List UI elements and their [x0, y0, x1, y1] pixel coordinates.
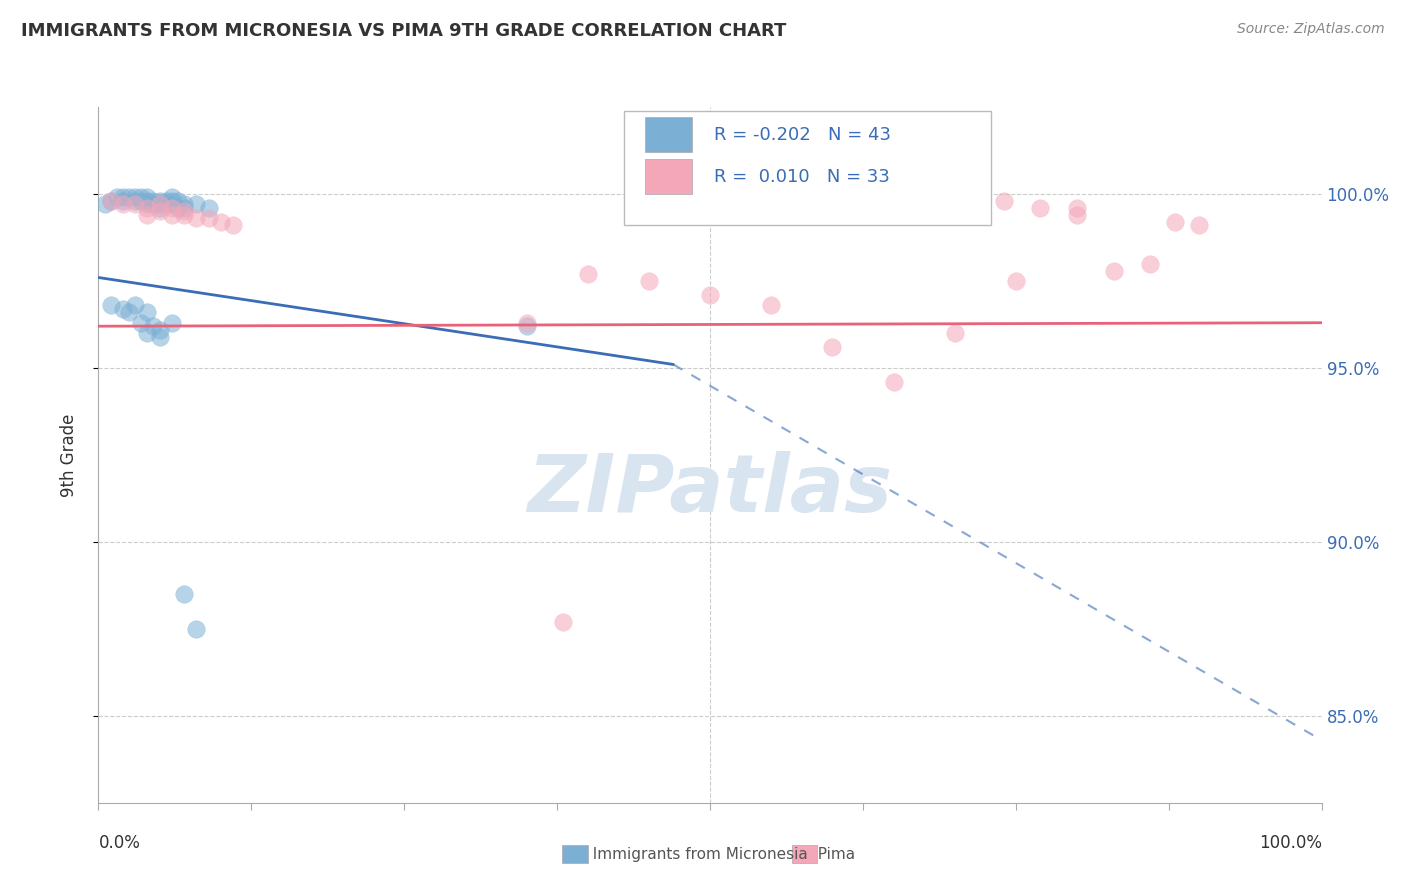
Point	[136, 305, 159, 319]
Point	[515, 319, 537, 334]
Point	[93, 197, 115, 211]
Point	[160, 208, 183, 222]
Point	[576, 267, 599, 281]
Point	[173, 204, 195, 219]
Point	[160, 197, 183, 211]
Point	[638, 274, 661, 288]
Bar	[792, 845, 817, 863]
Text: ZIPatlas: ZIPatlas	[527, 450, 893, 529]
Point	[142, 319, 165, 334]
Point	[883, 375, 905, 389]
Point	[222, 219, 245, 233]
Point	[111, 197, 134, 211]
Point	[1004, 274, 1026, 288]
Point	[118, 190, 141, 204]
Point	[124, 194, 146, 208]
Point	[100, 194, 122, 208]
Point	[100, 194, 122, 208]
Point	[1188, 219, 1211, 233]
Point	[142, 194, 165, 208]
Point	[1029, 201, 1052, 215]
Point	[943, 326, 966, 341]
Point	[155, 194, 177, 208]
Text: R = -0.202   N = 43: R = -0.202 N = 43	[714, 126, 890, 144]
Point	[111, 190, 134, 204]
Text: IMMIGRANTS FROM MICRONESIA VS PIMA 9TH GRADE CORRELATION CHART: IMMIGRANTS FROM MICRONESIA VS PIMA 9TH G…	[21, 22, 786, 40]
Point	[1066, 208, 1088, 222]
FancyBboxPatch shape	[645, 118, 692, 153]
Point	[136, 208, 159, 222]
Point	[1102, 263, 1125, 277]
Point	[149, 197, 172, 211]
FancyBboxPatch shape	[624, 111, 991, 226]
Point	[160, 194, 183, 208]
Text: 0.0%: 0.0%	[98, 834, 141, 852]
Point	[149, 197, 172, 211]
Point	[160, 316, 183, 330]
Point	[105, 190, 128, 204]
Point	[1164, 215, 1187, 229]
Point	[761, 298, 783, 312]
Point	[118, 305, 141, 319]
Point	[186, 197, 208, 211]
FancyBboxPatch shape	[645, 159, 692, 194]
Bar	[562, 845, 588, 863]
Point	[136, 326, 159, 341]
Point	[149, 194, 172, 208]
Point	[136, 197, 159, 211]
Point	[149, 329, 172, 343]
Point	[129, 316, 152, 330]
Point	[1066, 201, 1088, 215]
Point	[149, 201, 172, 215]
Point	[186, 211, 208, 226]
Point	[136, 190, 159, 204]
Point	[699, 288, 721, 302]
Point	[129, 190, 152, 204]
Point	[160, 190, 183, 204]
Point	[515, 316, 537, 330]
Point	[173, 197, 195, 211]
Point	[173, 208, 195, 222]
Point	[821, 340, 844, 354]
Text: Source: ZipAtlas.com: Source: ZipAtlas.com	[1237, 22, 1385, 37]
Point	[209, 215, 232, 229]
Point	[111, 194, 134, 208]
Point	[149, 323, 172, 337]
Point	[173, 587, 195, 601]
Text: Immigrants from Micronesia: Immigrants from Micronesia	[583, 847, 808, 862]
Point	[129, 194, 152, 208]
Text: 100.0%: 100.0%	[1258, 834, 1322, 852]
Point	[111, 301, 134, 316]
Point	[160, 201, 183, 215]
Point	[167, 194, 190, 208]
Point	[124, 190, 146, 204]
Point	[553, 615, 575, 629]
Text: Pima: Pima	[808, 847, 856, 862]
Y-axis label: 9th Grade: 9th Grade	[59, 413, 77, 497]
Point	[197, 201, 219, 215]
Text: R =  0.010   N = 33: R = 0.010 N = 33	[714, 168, 890, 186]
Point	[1139, 257, 1161, 271]
Point	[167, 201, 190, 215]
Point	[993, 194, 1015, 208]
Point	[136, 194, 159, 208]
Point	[100, 298, 122, 312]
Point	[155, 197, 177, 211]
Point	[197, 211, 219, 226]
Point	[186, 622, 208, 636]
Point	[136, 201, 159, 215]
Point	[173, 201, 195, 215]
Point	[142, 197, 165, 211]
Point	[149, 204, 172, 219]
Point	[124, 298, 146, 312]
Point	[124, 197, 146, 211]
